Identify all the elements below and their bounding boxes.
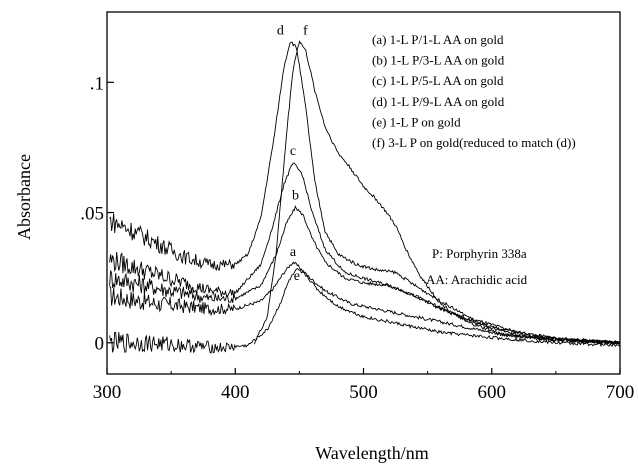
x-axis-ticks: 300 400 500 600 700: [93, 368, 635, 403]
legend-entry-c: (c) 1-L P/5-L AA on gold: [372, 73, 504, 88]
curve-label-a: a: [290, 245, 297, 260]
legend-entry-b: (b) 1-L P/3-L AA on gold: [372, 53, 505, 68]
curve-label-e: e: [294, 269, 300, 284]
porphyrin-note: P: Porphyrin 338a: [432, 246, 527, 261]
curve-label-c: c: [290, 144, 296, 159]
curve-a: [109, 261, 620, 345]
curve-labels: a b c d e f: [277, 24, 308, 284]
spectra-curves: [109, 39, 621, 354]
x-tick-label: 400: [221, 382, 250, 403]
y-axis-label: Absorbance: [14, 154, 34, 240]
curve-d: [109, 41, 620, 345]
x-tick-label: 300: [93, 382, 122, 403]
y-tick-label: 0: [95, 334, 105, 355]
plot-frame: [106, 11, 621, 375]
curve-f: [254, 39, 621, 345]
plot-border: [106, 11, 621, 375]
x-tick-label: 700: [606, 382, 635, 403]
curve-e: [109, 268, 620, 354]
curve-b: [109, 205, 620, 345]
legend-entry-d: (d) 1-L P/9-L AA on gold: [372, 94, 505, 109]
y-tick-label: .1: [90, 73, 104, 94]
legend-entry-e: (e) 1-L P on gold: [372, 114, 461, 129]
curve-label-f: f: [303, 24, 308, 39]
x-axis-label: Wavelength/nm: [315, 443, 429, 463]
x-tick-label: 500: [349, 382, 378, 403]
x-tick-label: 600: [478, 382, 507, 403]
arachidic-note: AA: Arachidic acid: [426, 272, 528, 287]
curve-label-d: d: [277, 24, 284, 39]
y-tick-label: .05: [80, 204, 104, 225]
legend: (a) 1-L P/1-L AA on gold (b) 1-L P/3-L AA…: [372, 32, 576, 150]
legend-entry-f: (f) 3-L P on gold(reduced to match (d)): [372, 135, 576, 150]
legend-entry-a: (a) 1-L P/1-L AA on gold: [372, 32, 504, 47]
y-axis-ticks: 0 .05 .1: [80, 73, 114, 355]
curve-label-b: b: [292, 188, 299, 203]
